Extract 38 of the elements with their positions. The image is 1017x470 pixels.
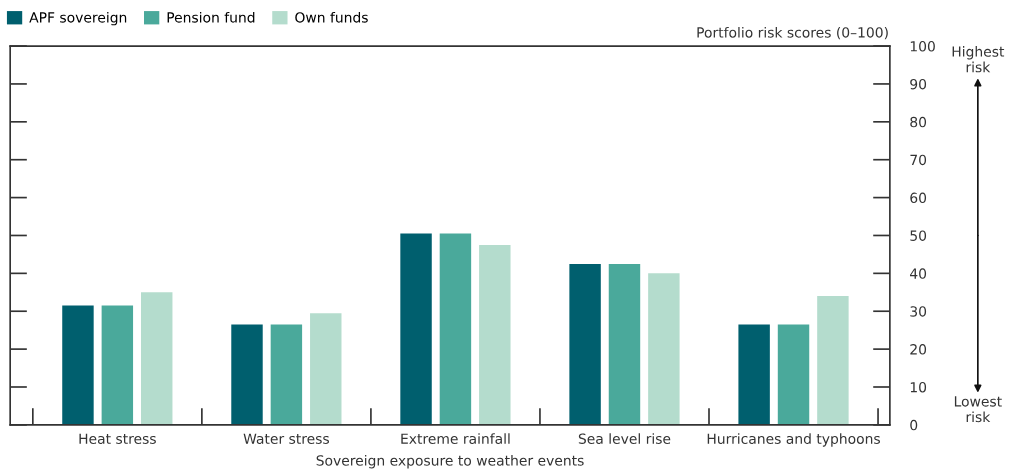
y-axis-title: Portfolio risk scores (0–100) [697, 26, 888, 40]
bar [777, 324, 810, 425]
x-tick-label: Hurricanes and typhoons [707, 433, 880, 447]
y-tick-label: 0 [910, 419, 918, 431]
legend-label: Pension fund [167, 11, 255, 23]
bar [738, 324, 770, 425]
bar [62, 305, 94, 425]
bar [608, 263, 641, 425]
x-tick-label: Water stress [243, 433, 329, 444]
bar [141, 292, 173, 425]
x-axis-title: Sovereign exposure to weather events [316, 454, 584, 469]
y-tick-label: 20 [910, 344, 927, 355]
x-tick-label: Extreme rainfall [401, 433, 510, 444]
x-tick-label: Sea level rise [578, 433, 671, 444]
y-tick-label: 100 [910, 41, 935, 52]
y-tick-label: 30 [910, 306, 927, 317]
y-tick-label: 60 [910, 192, 927, 204]
bar [270, 324, 303, 425]
bar [569, 263, 601, 425]
y-tick-label: 40 [910, 268, 927, 279]
legend-label: Own funds [295, 11, 368, 23]
y-tick-label: 70 [910, 154, 927, 166]
legend-label: APF sovereign [29, 11, 127, 26]
bar [817, 296, 849, 425]
bar [400, 233, 432, 425]
bar [648, 273, 680, 425]
text: Lowest risk [954, 396, 1002, 423]
text: Highest risk [952, 46, 1005, 73]
y-tick-label: 90 [910, 78, 927, 90]
y-tick-label: 10 [910, 381, 927, 393]
bar [439, 233, 472, 425]
y-tick-label: 50 [910, 230, 927, 241]
x-tick-label: Heat stress [79, 433, 156, 444]
y-tick-label: 80 [910, 116, 927, 128]
bar [101, 305, 134, 425]
bar [310, 313, 342, 425]
bar [479, 244, 511, 425]
bar [231, 324, 263, 425]
